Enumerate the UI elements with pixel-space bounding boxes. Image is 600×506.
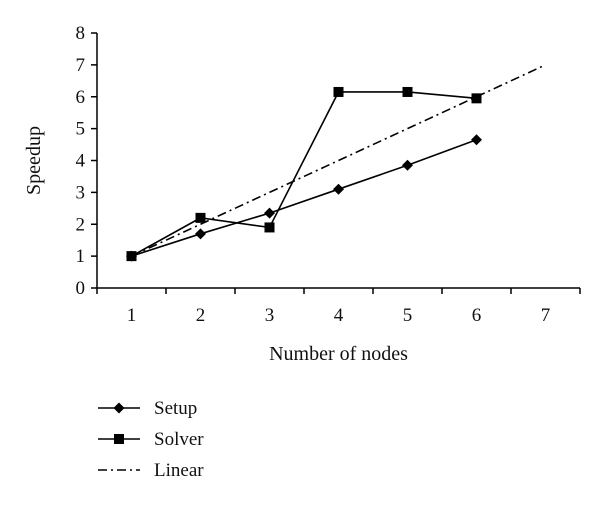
data-point-solver	[402, 86, 413, 97]
data-point-setup	[333, 183, 344, 195]
y-tick-label: 4	[76, 151, 86, 172]
data-point-setup	[471, 134, 482, 146]
x-tick-label: 4	[334, 305, 344, 326]
legend-marker	[113, 402, 125, 414]
y-tick-label: 8	[76, 23, 86, 44]
legend-marker	[114, 434, 124, 444]
data-point-solver	[195, 212, 206, 223]
data-point-solver	[264, 222, 275, 233]
y-tick-label: 6	[76, 87, 86, 108]
y-tick-label: 5	[76, 119, 86, 140]
legend: Setup Solver Linear	[98, 398, 204, 481]
data-point-solver	[333, 86, 344, 97]
x-tick-label: 5	[403, 305, 413, 326]
legend-item-linear: Linear	[98, 460, 204, 481]
axes: 0 1 2 3 4 5 6 7 8 1 2 3 4 5 6 7	[76, 23, 581, 326]
y-axis-title: Speedup	[23, 126, 45, 195]
x-ticks: 1 2 3 4 5 6 7	[96, 288, 581, 326]
series-setup	[126, 134, 482, 262]
data-point-setup	[402, 159, 413, 171]
legend-label: Solver	[154, 429, 204, 450]
series-linear	[131, 64, 546, 257]
data-point-setup	[264, 207, 275, 219]
y-tick-label: 0	[76, 278, 86, 299]
x-tick-label: 1	[127, 305, 137, 326]
plot-area	[126, 64, 546, 262]
x-tick-label: 6	[472, 305, 482, 326]
y-tick-label: 1	[76, 246, 86, 267]
series-solver	[126, 86, 482, 262]
data-point-solver	[471, 93, 482, 104]
legend-label: Linear	[154, 460, 204, 481]
series-line-solver	[131, 91, 477, 257]
y-tick-label: 7	[76, 55, 86, 76]
x-tick-label: 7	[541, 305, 551, 326]
y-tick-label: 2	[76, 214, 86, 235]
series-line-linear	[131, 64, 546, 257]
y-tick-label: 3	[76, 182, 86, 203]
y-ticks: 0 1 2 3 4 5 6 7 8	[76, 23, 97, 299]
x-tick-label: 2	[196, 305, 206, 326]
data-point-setup	[195, 228, 206, 240]
legend-label: Setup	[154, 398, 197, 419]
x-tick-label: 3	[265, 305, 275, 326]
legend-item-setup: Setup	[98, 398, 197, 419]
series-line-setup	[131, 139, 477, 257]
legend-item-solver: Solver	[98, 429, 204, 450]
x-axis-title: Number of nodes	[269, 343, 408, 365]
